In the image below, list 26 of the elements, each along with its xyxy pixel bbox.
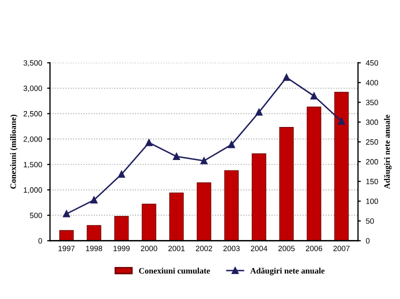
point [228, 141, 235, 148]
point [200, 157, 208, 164]
bar [169, 192, 184, 241]
bar [252, 153, 266, 241]
y2-axis-title: Adăugiri nete anuale [384, 114, 392, 189]
point [63, 210, 70, 218]
bar [196, 182, 212, 241]
bar [59, 230, 74, 241]
bar [114, 216, 129, 241]
bar [86, 225, 102, 241]
point [256, 108, 262, 116]
bar [306, 106, 322, 241]
bar [224, 170, 239, 241]
legend-label: Conexiuni cumulate [139, 268, 210, 274]
point [118, 170, 125, 178]
point [310, 92, 318, 100]
point [173, 153, 180, 160]
point [283, 74, 290, 81]
point [338, 118, 345, 125]
point [146, 139, 152, 146]
bar [142, 204, 156, 241]
legend-label: Adăugiri nete anuale [250, 268, 324, 276]
y-axis-title: Conexiuni (milioane) [10, 114, 18, 189]
bar [334, 92, 349, 241]
point [90, 196, 98, 204]
bar [279, 126, 294, 241]
